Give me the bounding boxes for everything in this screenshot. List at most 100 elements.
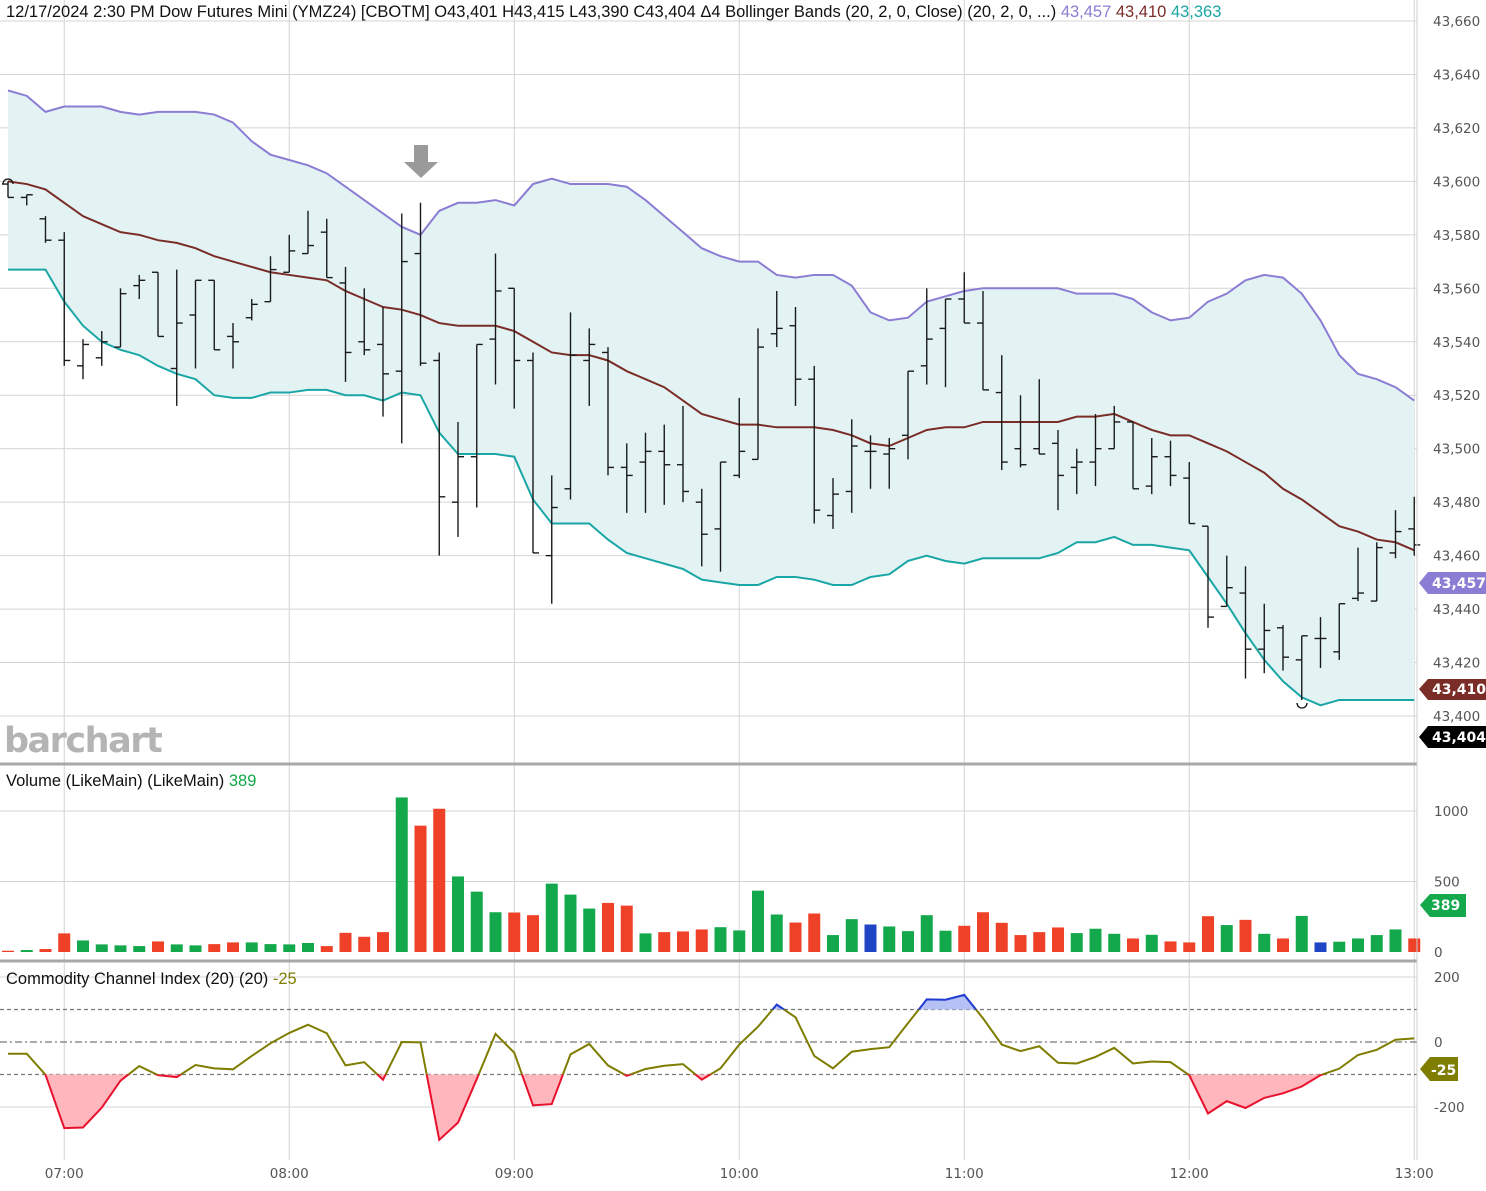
bollinger-bands bbox=[7, 89, 1415, 707]
price-tags: 43,457 43,410 43,404 389 -25 bbox=[1419, 572, 1486, 1081]
ohlc-bar bbox=[39, 216, 52, 243]
volume-bar bbox=[339, 932, 352, 952]
ohlc-bar bbox=[545, 475, 558, 604]
cci-tick-label: 200 bbox=[1434, 970, 1460, 986]
ohlc-bar bbox=[602, 347, 614, 476]
ohlc-bar bbox=[1239, 566, 1252, 679]
volume-bar bbox=[1145, 934, 1158, 952]
volume-tick-label: 1000 bbox=[1434, 804, 1468, 820]
volume-bar bbox=[452, 876, 464, 952]
ohlc-bar bbox=[1258, 603, 1271, 674]
volume-legend-label: Volume (LikeMain) (LikeMain) bbox=[6, 772, 225, 790]
volume-bar bbox=[1183, 942, 1196, 952]
upper-band-line bbox=[7, 89, 1415, 402]
ohlc-bar bbox=[245, 299, 258, 321]
price-tick-label: 43,520 bbox=[1433, 388, 1480, 404]
price-tick-label: 43,620 bbox=[1433, 121, 1480, 137]
ohlc-bar bbox=[977, 290, 989, 391]
last-price-tag-text: 43,404 bbox=[1432, 730, 1486, 746]
ohlc-bar bbox=[695, 488, 708, 567]
cci-overbought-fill bbox=[8, 994, 1415, 1010]
volume-bar bbox=[789, 922, 802, 952]
volume-bar bbox=[752, 890, 764, 952]
volume-bar bbox=[770, 914, 783, 952]
volume-bar bbox=[320, 946, 333, 952]
ohlc-bar bbox=[808, 365, 821, 524]
volume-bar bbox=[583, 908, 596, 952]
volume-bar bbox=[733, 930, 746, 952]
ohlc-bar bbox=[508, 287, 521, 409]
ohlc-bar bbox=[189, 279, 202, 369]
ohlc-bar bbox=[264, 256, 277, 303]
volume-bar bbox=[1352, 938, 1364, 952]
cci-line-overbought bbox=[771, 993, 978, 1010]
barchart-logo: barchart bbox=[4, 721, 162, 761]
ohlc-bar bbox=[883, 438, 896, 489]
volume-bar bbox=[620, 905, 633, 952]
volume-bar bbox=[114, 945, 127, 952]
volume-bar bbox=[39, 949, 52, 952]
ohlc-bar bbox=[1145, 438, 1158, 495]
cci-line-oversold bbox=[43, 1074, 1326, 1142]
volume-bar bbox=[358, 936, 371, 952]
volume-bar bbox=[958, 925, 971, 952]
volume-bar bbox=[845, 919, 858, 952]
volume-bar bbox=[1164, 941, 1177, 952]
volume-bar bbox=[1127, 938, 1139, 952]
ohlc-bar bbox=[1314, 617, 1327, 668]
price-bars bbox=[2, 181, 1421, 700]
volume-bar bbox=[939, 930, 952, 952]
ohlc-bar bbox=[827, 478, 839, 529]
volume-bar bbox=[902, 931, 914, 952]
ohlc-bar bbox=[527, 352, 539, 554]
volume-tag: 389 bbox=[1420, 894, 1466, 917]
volume-bars bbox=[2, 797, 1421, 952]
volume-bar bbox=[133, 946, 146, 952]
volume-bar bbox=[208, 944, 221, 952]
upper-band-tag: 43,457 bbox=[1419, 572, 1486, 594]
volume-bar bbox=[1277, 938, 1289, 952]
ohlc-bar bbox=[320, 218, 333, 279]
volume-bar bbox=[1033, 932, 1046, 952]
volume-bar bbox=[995, 922, 1008, 952]
ohlc-bar bbox=[377, 307, 389, 417]
ohlc-bar bbox=[752, 328, 764, 461]
volume-legend-value: 389 bbox=[228, 772, 257, 790]
volume-bar bbox=[489, 912, 502, 952]
ohlc-bar bbox=[208, 279, 221, 351]
volume-tag-text: 389 bbox=[1431, 898, 1460, 914]
ohlc-bar bbox=[302, 210, 314, 255]
price-tag-shape bbox=[1420, 894, 1466, 917]
volume-bar bbox=[227, 942, 239, 952]
volume-bar bbox=[1333, 941, 1346, 952]
price-tick-label: 43,480 bbox=[1433, 495, 1480, 511]
volume-bar bbox=[1295, 915, 1308, 952]
ohlc-bar bbox=[489, 253, 502, 385]
volume-bar bbox=[1014, 935, 1027, 952]
volume-bar bbox=[545, 883, 558, 952]
cci-legend-label: Commodity Channel Index (20) (20) bbox=[6, 970, 269, 988]
ohlc-bar bbox=[1033, 379, 1046, 455]
time-tick-label: 13:00 bbox=[1395, 1166, 1434, 1182]
price-tick-label: 43,580 bbox=[1433, 228, 1480, 244]
volume-bar bbox=[1202, 916, 1214, 952]
volume-bar bbox=[602, 902, 614, 952]
cci-tick-label: -200 bbox=[1434, 1100, 1465, 1116]
ohlc-bar bbox=[958, 272, 971, 324]
price-tag-shape bbox=[1419, 726, 1486, 748]
cci-tag: -25 bbox=[1420, 1057, 1458, 1081]
ohlc-bar bbox=[620, 443, 633, 513]
volume-bar bbox=[95, 944, 108, 952]
ohlc-bar bbox=[1052, 429, 1064, 511]
volume-bar bbox=[245, 942, 258, 952]
ohlc-bar bbox=[433, 352, 446, 556]
price-tag-shape bbox=[1420, 1057, 1458, 1081]
ohlc-bar bbox=[995, 355, 1008, 471]
ohlc-bar bbox=[1295, 635, 1308, 700]
ohlc-bar bbox=[1014, 395, 1027, 468]
price-tick-label: 43,600 bbox=[1433, 174, 1480, 190]
cci-tag-text: -25 bbox=[1431, 1063, 1456, 1079]
last-price-tag: 43,404 bbox=[1419, 726, 1486, 748]
cci-oversold-fill bbox=[8, 1074, 1415, 1140]
